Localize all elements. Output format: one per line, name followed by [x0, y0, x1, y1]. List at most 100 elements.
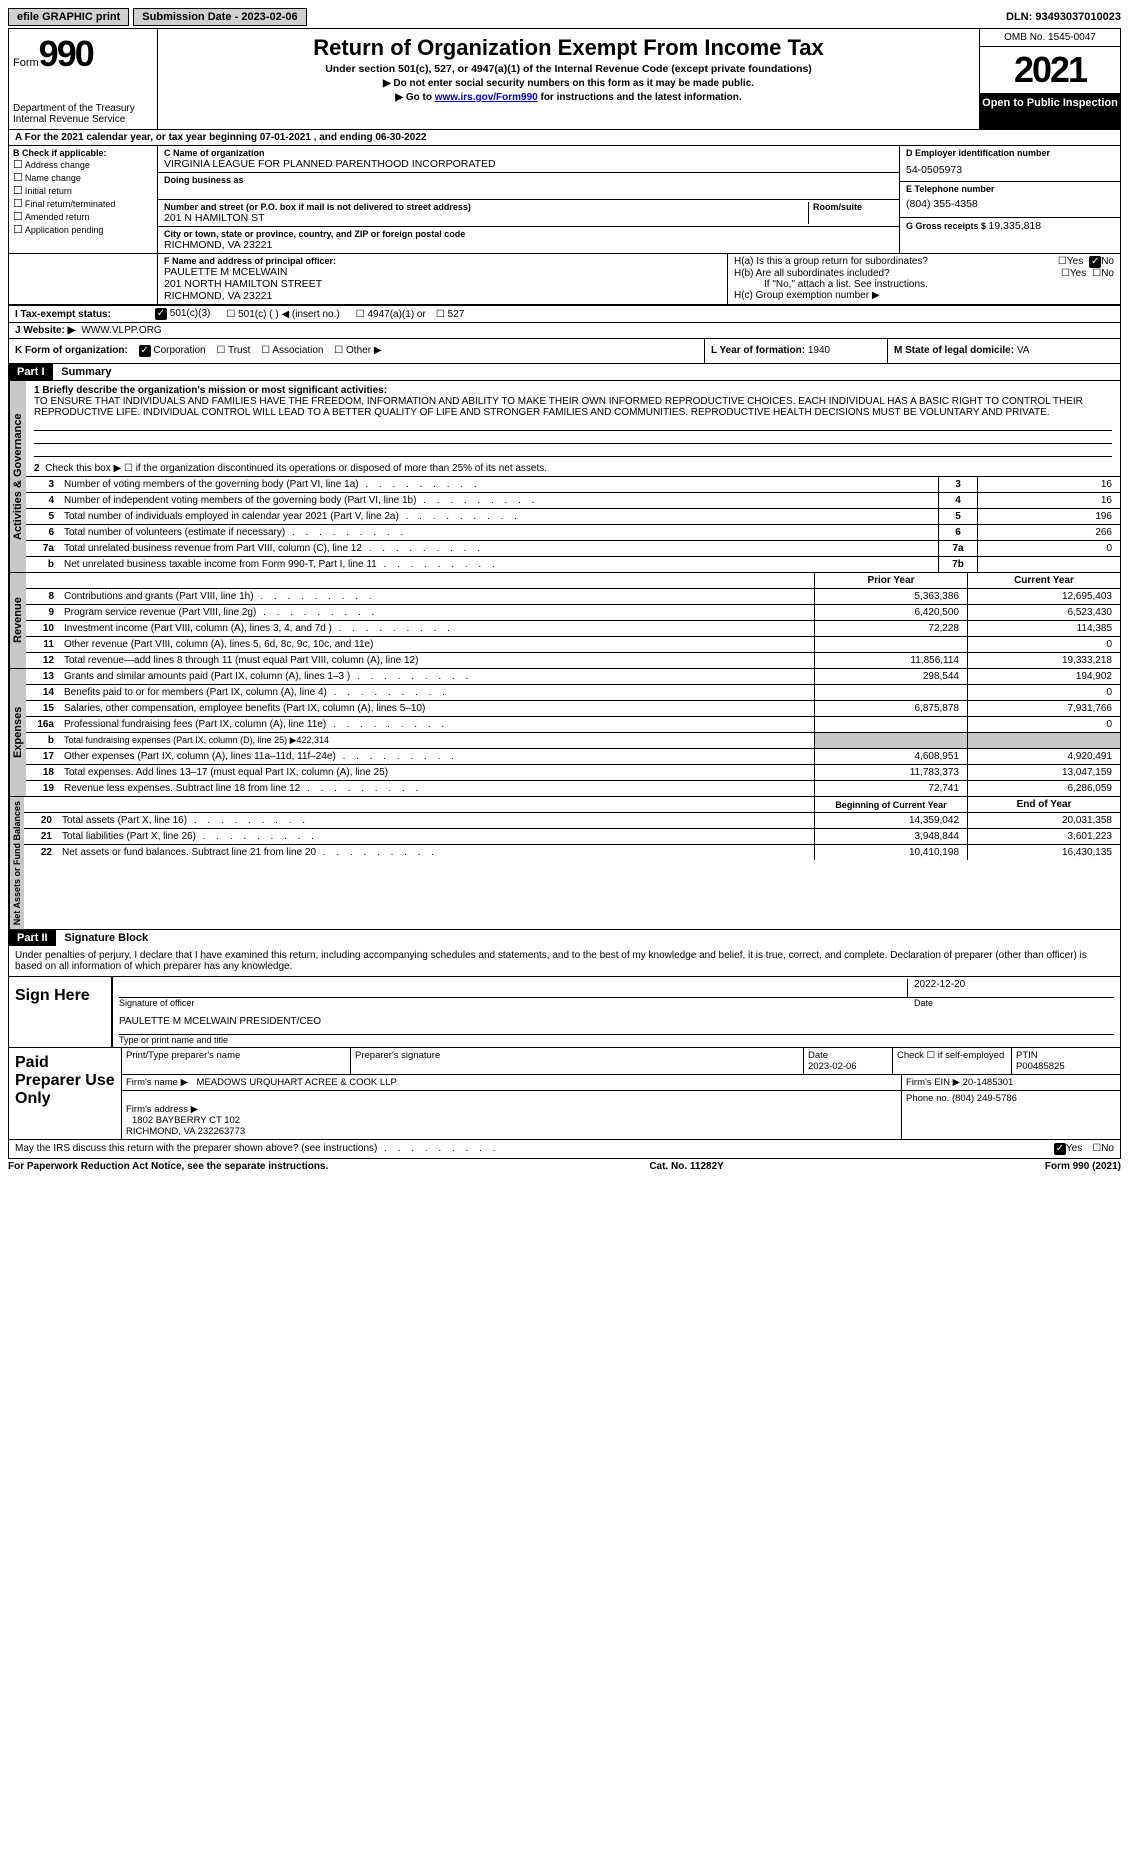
chk-trust[interactable]: ☐ Trust — [216, 345, 250, 356]
chk-self-employed[interactable]: Check ☐ if self-employed — [893, 1048, 1012, 1074]
part-2-badge: Part II — [9, 930, 56, 946]
table-row: 21Total liabilities (Part X, line 26)3,9… — [24, 829, 1120, 845]
line-l-label: L Year of formation: — [711, 345, 808, 356]
table-row: 10Investment income (Part VIII, column (… — [26, 621, 1120, 637]
q2-text: Check this box ▶ ☐ if the organization d… — [45, 463, 547, 474]
expenses-table: 13Grants and similar amounts paid (Part … — [26, 669, 1120, 796]
chk-application-pending[interactable]: ☐Application pending — [13, 223, 153, 236]
prep-name-label: Print/Type preparer's name — [122, 1048, 351, 1074]
chk-assoc[interactable]: ☐ Association — [261, 345, 323, 356]
table-row: 9Program service revenue (Part VIII, lin… — [26, 605, 1120, 621]
ha-no[interactable]: ✓No — [1089, 256, 1114, 268]
table-row: 11Other revenue (Part VIII, column (A), … — [26, 637, 1120, 653]
chk-name-change[interactable]: ☐Name change — [13, 171, 153, 184]
street-address: 201 N HAMILTON ST — [164, 212, 808, 224]
firm-ein: 20-1485301 — [963, 1077, 1014, 1088]
ein: 54-0505973 — [906, 164, 1114, 176]
footer-left: For Paperwork Reduction Act Notice, see … — [8, 1161, 328, 1172]
side-revenue: Revenue — [9, 573, 26, 668]
opt-name: Name change — [25, 173, 81, 183]
instruction-2: ▶ Go to www.irs.gov/Form990 for instruct… — [166, 92, 971, 103]
ptin-label: PTIN — [1016, 1050, 1116, 1061]
discuss-text: May the IRS discuss this return with the… — [15, 1143, 1054, 1155]
row-j: J Website: ▶ WWW.VLPP.ORG — [9, 323, 1120, 339]
table-row: 4Number of independent voting members of… — [26, 493, 1120, 509]
chk-initial-return[interactable]: ☐Initial return — [13, 184, 153, 197]
year-formation: 1940 — [808, 345, 830, 356]
firm-addr: 1802 BAYBERRY CT 102 RICHMOND, VA 232263… — [126, 1115, 245, 1137]
hdr-begin: Beginning of Current Year — [815, 797, 968, 813]
gross-receipts: 19,335,818 — [989, 220, 1042, 232]
dln-label: DLN: — [1006, 11, 1035, 23]
discuss-row: May the IRS discuss this return with the… — [9, 1139, 1120, 1158]
chk-address-change[interactable]: ☐Address change — [13, 158, 153, 171]
paid-preparer-label: Paid Preparer Use Only — [9, 1048, 121, 1139]
row-fh: F Name and address of principal officer:… — [9, 254, 1120, 305]
top-bar: efile GRAPHIC print Submission Date - 20… — [8, 8, 1121, 26]
chk-other[interactable]: ☐ Other ▶ — [334, 345, 381, 356]
chk-501c[interactable]: ☐ 501(c) ( ) ◀ (insert no.) — [226, 309, 339, 320]
netassets-table: Beginning of Current YearEnd of Year 20T… — [24, 797, 1120, 860]
revenue-table: Prior YearCurrent Year 8Contributions an… — [26, 573, 1120, 668]
irs-link[interactable]: www.irs.gov/Form990 — [435, 92, 538, 103]
header-left: Form990 Department of the Treasury Inter… — [9, 29, 158, 129]
chk-501c3[interactable]: ✓ 501(c)(3) — [155, 308, 210, 320]
hc-label: H(c) Group exemption number ▶ — [734, 290, 1114, 301]
phone: (804) 355-4358 — [906, 198, 1114, 210]
tax-year: 2021 — [980, 47, 1120, 93]
hb-yes[interactable]: ☐Yes — [1061, 268, 1086, 279]
footer-mid: Cat. No. 11282Y — [649, 1161, 723, 1172]
state-domicile: VA — [1017, 345, 1030, 356]
chk-final-return[interactable]: ☐Final return/terminated — [13, 197, 153, 210]
side-expenses: Expenses — [9, 669, 26, 796]
city-label: City or town, state or province, country… — [164, 229, 893, 239]
firm-addr-label: Firm's address ▶ — [126, 1104, 198, 1115]
table-row: 17Other expenses (Part IX, column (A), l… — [26, 749, 1120, 765]
chk-4947[interactable]: ☐ 4947(a)(1) or — [356, 309, 426, 320]
ha-yes[interactable]: ☐Yes — [1058, 256, 1083, 268]
summary-governance: Activities & Governance 1 Briefly descri… — [9, 381, 1120, 572]
table-row: 20Total assets (Part X, line 16)14,359,0… — [24, 813, 1120, 829]
hdr-end: End of Year — [968, 797, 1121, 813]
chk-527[interactable]: ☐ 527 — [436, 309, 464, 320]
footer-right: Form 990 (2021) — [1045, 1161, 1121, 1172]
hb-no[interactable]: ☐No — [1092, 268, 1114, 279]
officer-addr: 201 NORTH HAMILTON STREET RICHMOND, VA 2… — [164, 278, 721, 302]
part-1-badge: Part I — [9, 364, 53, 380]
row-i: I Tax-exempt status: ✓ 501(c)(3) ☐ 501(c… — [9, 305, 1120, 323]
chk-corp[interactable]: ✓ Corporation — [139, 345, 206, 356]
mission-block: 1 Briefly describe the organization's mi… — [26, 381, 1120, 461]
table-row: 14Benefits paid to or for members (Part … — [26, 685, 1120, 701]
table-row: 15Salaries, other compensation, employee… — [26, 701, 1120, 717]
table-row: 12Total revenue—add lines 8 through 11 (… — [26, 653, 1120, 669]
discuss-yes[interactable]: ✓Yes — [1054, 1143, 1082, 1155]
prep-sig-label: Preparer's signature — [351, 1048, 804, 1074]
efile-button[interactable]: efile GRAPHIC print — [8, 8, 129, 26]
firm-ein-label: Firm's EIN ▶ — [906, 1077, 960, 1088]
submission-date: 2023-02-06 — [241, 11, 297, 23]
submission-date-button[interactable]: Submission Date - 2023-02-06 — [133, 8, 306, 26]
signature-block: Under penalties of perjury, I declare th… — [9, 946, 1120, 1158]
col-c: C Name of organization VIRGINIA LEAGUE F… — [158, 146, 899, 253]
line-a-mid: , and ending — [314, 132, 376, 143]
table-row: bTotal fundraising expenses (Part IX, co… — [26, 733, 1120, 749]
instruction-1: ▶ Do not enter social security numbers o… — [166, 78, 971, 89]
opt-amended: Amended return — [25, 212, 90, 222]
line-i-label: I Tax-exempt status: — [15, 309, 155, 320]
officer-label: F Name and address of principal officer: — [164, 256, 721, 266]
table-row: 3Number of voting members of the governi… — [26, 477, 1120, 493]
hb-label: H(b) Are all subordinates included? — [734, 268, 1061, 279]
table-row: 8Contributions and grants (Part VIII, li… — [26, 589, 1120, 605]
form-title: Return of Organization Exempt From Incom… — [166, 35, 971, 61]
chk-amended-return[interactable]: ☐Amended return — [13, 210, 153, 223]
table-row: 13Grants and similar amounts paid (Part … — [26, 669, 1120, 685]
discuss-no[interactable]: ☐No — [1092, 1143, 1114, 1155]
box-f: F Name and address of principal officer:… — [158, 254, 728, 304]
table-row: 5Total number of individuals employed in… — [26, 509, 1120, 525]
summary-revenue: Revenue Prior YearCurrent Year 8Contribu… — [9, 572, 1120, 668]
gross-label: G Gross receipts $ — [906, 221, 989, 231]
paid-preparer-row: Paid Preparer Use Only Print/Type prepar… — [9, 1047, 1120, 1139]
year-begin: 07-01-2021 — [260, 132, 311, 143]
line-m-label: M State of legal domicile: — [894, 345, 1017, 356]
q2: 2 Check this box ▶ ☐ if the organization… — [26, 461, 1120, 476]
